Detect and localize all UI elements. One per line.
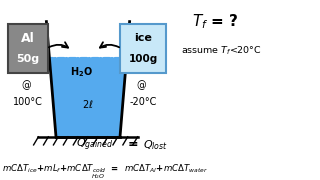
Polygon shape xyxy=(51,53,57,57)
Polygon shape xyxy=(62,53,68,57)
Polygon shape xyxy=(85,53,91,57)
Text: $mC\Delta T_{ice}$+$mL_f$+$mC\Delta T_{cold}$  =  $mC\Delta T_{Al}$+$mC\Delta T_: $mC\Delta T_{ice}$+$mL_f$+$mC\Delta T_{c… xyxy=(2,162,208,175)
Text: assume $T_f$<20°C: assume $T_f$<20°C xyxy=(181,44,261,57)
Text: 100°C: 100°C xyxy=(13,97,43,107)
FancyBboxPatch shape xyxy=(120,24,166,73)
FancyBboxPatch shape xyxy=(8,24,48,73)
Text: @: @ xyxy=(21,80,31,91)
Polygon shape xyxy=(97,53,102,57)
Text: $T_f$ = ?: $T_f$ = ? xyxy=(192,12,239,31)
Text: =: = xyxy=(127,138,138,151)
Text: -20°C: -20°C xyxy=(130,97,157,107)
Polygon shape xyxy=(108,53,114,57)
Text: $Q_{gained}$: $Q_{gained}$ xyxy=(76,137,113,153)
Text: $\mathbf{H_2O}$: $\mathbf{H_2O}$ xyxy=(70,66,93,79)
Text: $2\ell$: $2\ell$ xyxy=(82,98,94,110)
Text: 50g: 50g xyxy=(16,54,40,64)
Polygon shape xyxy=(119,53,125,57)
Text: $Q_{lost}$: $Q_{lost}$ xyxy=(143,138,168,152)
Text: $H_2O$: $H_2O$ xyxy=(91,172,106,180)
Text: Al: Al xyxy=(21,32,35,45)
Text: @: @ xyxy=(137,80,147,91)
Polygon shape xyxy=(74,53,79,57)
Text: 100g: 100g xyxy=(129,54,158,64)
Polygon shape xyxy=(49,58,127,137)
Text: ice: ice xyxy=(134,33,152,43)
